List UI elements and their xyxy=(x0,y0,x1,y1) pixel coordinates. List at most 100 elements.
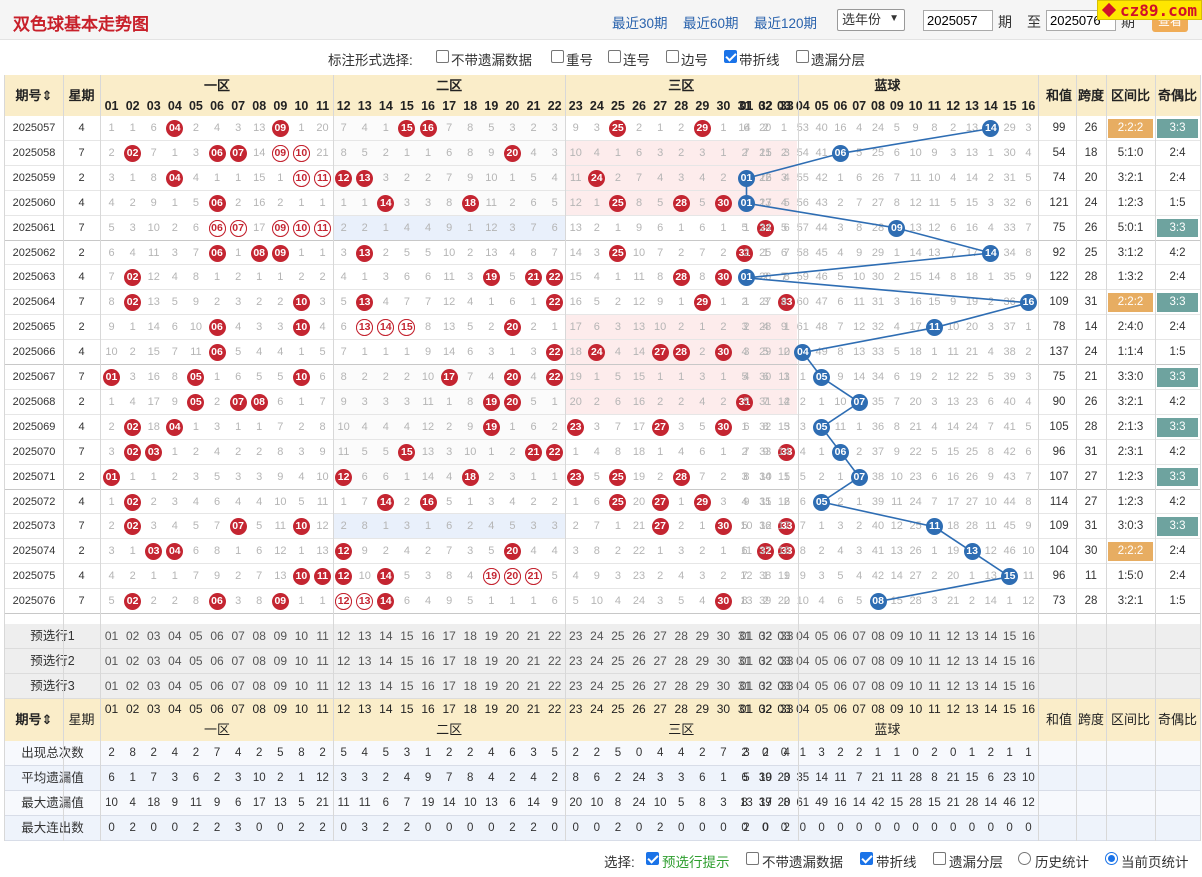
preselect-red-number[interactable]: 22 xyxy=(547,678,562,693)
preselect-red-number[interactable]: 02 xyxy=(125,653,140,668)
preselect-blue-number[interactable]: 11 xyxy=(928,629,941,643)
preselect-red-number[interactable]: 31 xyxy=(737,678,752,693)
preselect-red-number[interactable]: 06 xyxy=(210,653,224,668)
preselect-red-number[interactable]: 05 xyxy=(189,653,203,668)
preselect-red-number[interactable]: 02 xyxy=(125,629,140,643)
preselect-blue-number[interactable]: 08 xyxy=(871,653,885,668)
footer-option-4[interactable] xyxy=(933,852,946,865)
preselect-blue-number[interactable]: 02 xyxy=(758,653,772,668)
preselect-red-number[interactable]: 20 xyxy=(505,653,520,668)
preselect-blue-number[interactable]: 11 xyxy=(928,653,941,668)
preselect-blue-number[interactable]: 02 xyxy=(758,629,772,643)
preselect-blue-number[interactable]: 14 xyxy=(984,629,998,643)
preselect-blue-number[interactable]: 04 xyxy=(796,629,810,643)
preselect-red-number[interactable]: 33 xyxy=(780,629,794,643)
preselect-red-number[interactable]: 24 xyxy=(590,653,604,668)
preselect-blue-number[interactable]: 03 xyxy=(777,629,791,643)
preselect-red-number[interactable]: 23 xyxy=(569,629,583,643)
preselect-red-number[interactable]: 07 xyxy=(231,629,245,643)
footer-option-5[interactable] xyxy=(1018,852,1031,865)
preselect-blue-number[interactable]: 14 xyxy=(984,653,998,668)
preselect-red-number[interactable]: 33 xyxy=(780,653,794,668)
preselect-blue-number[interactable]: 07 xyxy=(852,629,866,643)
preselect-red-number[interactable]: 10 xyxy=(294,653,309,668)
preselect-blue-number[interactable]: 07 xyxy=(852,653,866,668)
recent30-link[interactable]: 最近30期 xyxy=(612,16,668,31)
preselect-red-number[interactable]: 19 xyxy=(484,629,499,643)
issue-footer-header[interactable]: 期号⇕ xyxy=(15,712,53,727)
preselect-blue-number[interactable]: 04 xyxy=(796,653,810,668)
preselect-red-number[interactable]: 13 xyxy=(358,678,372,693)
footer-option-1[interactable] xyxy=(646,852,659,865)
footer-option-6[interactable] xyxy=(1105,852,1118,865)
preselect-red-number[interactable]: 26 xyxy=(632,653,646,668)
preselect-red-number[interactable]: 04 xyxy=(168,629,182,643)
preselect-red-number[interactable]: 05 xyxy=(189,629,203,643)
year-select[interactable]: 选年份 ▼ xyxy=(837,9,905,31)
preselect-red-number[interactable]: 14 xyxy=(379,629,393,643)
preselect-red-number[interactable]: 15 xyxy=(400,653,414,668)
preselect-blue-number[interactable]: 16 xyxy=(1021,653,1036,668)
preselect-red-number[interactable]: 08 xyxy=(252,629,266,643)
preselect-red-number[interactable]: 32 xyxy=(758,653,773,668)
preselect-red-number[interactable]: 20 xyxy=(505,629,520,643)
preselect-blue-number[interactable]: 12 xyxy=(946,629,960,643)
preselect-red-number[interactable]: 21 xyxy=(526,678,541,693)
preselect-blue-number[interactable]: 13 xyxy=(965,653,979,668)
preselect-red-number[interactable]: 12 xyxy=(336,678,351,693)
preselect-red-number[interactable]: 25 xyxy=(611,653,625,668)
preselect-red-number[interactable]: 09 xyxy=(273,678,288,693)
preselect-blue-number[interactable]: 03 xyxy=(777,653,791,668)
preselect-red-number[interactable]: 19 xyxy=(484,653,499,668)
preselect-red-number[interactable]: 08 xyxy=(252,678,266,693)
preselect-red-number[interactable]: 11 xyxy=(316,678,329,693)
preselect-red-number[interactable]: 23 xyxy=(569,653,583,668)
preselect-red-number[interactable]: 25 xyxy=(611,678,625,693)
preselect-red-number[interactable]: 06 xyxy=(210,678,224,693)
preselect-red-number[interactable]: 11 xyxy=(316,629,329,643)
preselect-blue-number[interactable]: 12 xyxy=(946,678,960,693)
preselect-blue-number[interactable]: 11 xyxy=(928,678,941,693)
preselect-red-number[interactable]: 31 xyxy=(737,653,752,668)
preselect-blue-number[interactable]: 01 xyxy=(739,629,754,643)
option-checkbox-2[interactable] xyxy=(551,50,564,63)
preselect-red-number[interactable]: 18 xyxy=(463,629,477,643)
preselect-blue-number[interactable]: 08 xyxy=(871,678,885,693)
option-checkbox-6[interactable] xyxy=(796,50,809,63)
preselect-red-number[interactable]: 29 xyxy=(695,629,710,643)
preselect-red-number[interactable]: 28 xyxy=(674,653,688,668)
preselect-red-number[interactable]: 16 xyxy=(421,653,435,668)
preselect-blue-number[interactable]: 01 xyxy=(739,653,754,668)
preselect-red-number[interactable]: 33 xyxy=(780,678,794,693)
preselect-blue-number[interactable]: 04 xyxy=(796,678,810,693)
preselect-red-number[interactable]: 10 xyxy=(294,678,309,693)
preselect-red-number[interactable]: 27 xyxy=(653,678,667,693)
preselect-red-number[interactable]: 16 xyxy=(421,629,435,643)
preselect-red-number[interactable]: 30 xyxy=(716,653,731,668)
preselect-red-number[interactable]: 26 xyxy=(632,678,646,693)
preselect-blue-number[interactable]: 10 xyxy=(908,653,923,668)
preselect-red-number[interactable]: 12 xyxy=(336,653,351,668)
preselect-red-number[interactable]: 26 xyxy=(632,629,646,643)
preselect-red-number[interactable]: 14 xyxy=(379,653,393,668)
preselect-blue-number[interactable]: 10 xyxy=(908,629,923,643)
from-issue-input[interactable] xyxy=(923,10,993,31)
preselect-red-number[interactable]: 20 xyxy=(505,678,520,693)
preselect-red-number[interactable]: 06 xyxy=(210,629,224,643)
preselect-red-number[interactable]: 01 xyxy=(104,678,119,693)
preselect-red-number[interactable]: 07 xyxy=(231,678,245,693)
preselect-blue-number[interactable]: 16 xyxy=(1021,629,1036,643)
option-checkbox-4[interactable] xyxy=(666,50,679,63)
preselect-red-number[interactable]: 16 xyxy=(421,678,435,693)
preselect-red-number[interactable]: 32 xyxy=(758,678,773,693)
footer-option-3[interactable] xyxy=(860,852,873,865)
preselect-red-number[interactable]: 09 xyxy=(273,629,288,643)
preselect-red-number[interactable]: 22 xyxy=(547,653,562,668)
preselect-red-number[interactable]: 29 xyxy=(695,678,710,693)
preselect-red-number[interactable]: 13 xyxy=(358,653,372,668)
preselect-red-number[interactable]: 17 xyxy=(442,678,456,693)
preselect-red-number[interactable]: 23 xyxy=(569,678,583,693)
preselect-red-number[interactable]: 30 xyxy=(716,629,731,643)
preselect-blue-number[interactable]: 14 xyxy=(984,678,998,693)
preselect-blue-number[interactable]: 07 xyxy=(852,678,866,693)
